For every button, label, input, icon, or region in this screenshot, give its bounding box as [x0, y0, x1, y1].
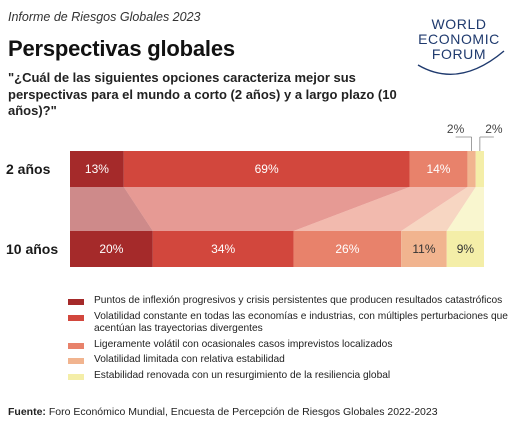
- connector-band-1: [70, 187, 153, 231]
- segment-label: 9%: [457, 242, 475, 256]
- legend-swatch: [68, 358, 84, 364]
- wef-logo: WORLD ECONOMIC FORUM: [404, 15, 514, 77]
- bar-segment: [70, 231, 153, 267]
- source-note: Fuente: Foro Económico Mundial, Encuesta…: [8, 406, 438, 418]
- row-label-1: 2 años: [6, 161, 51, 177]
- bar-segment: [467, 151, 476, 187]
- segment-label: 14%: [426, 162, 450, 176]
- page-title: Perspectivas globales: [8, 36, 235, 61]
- bar-segment: [401, 231, 447, 267]
- connector-band-4: [401, 187, 476, 231]
- logo-word-1: WORLD: [431, 16, 487, 32]
- legend-item: Ligeramente volátil con ocasionales caso…: [68, 339, 513, 352]
- connector-band-2: [123, 187, 410, 231]
- bar-segment: [152, 231, 294, 267]
- report-name: Informe de Riesgos Globales 2023: [8, 10, 201, 24]
- callout-label: 2%: [447, 122, 465, 136]
- source-label: Fuente:: [8, 406, 46, 418]
- row-label-2: 10 años: [6, 241, 58, 257]
- logo-word-2: ECONOMIC: [418, 31, 500, 47]
- logo-word-3: FORUM: [431, 46, 487, 62]
- bar-segment: [70, 151, 124, 187]
- legend-item: Puntos de inflexión progresivos y crisis…: [68, 295, 513, 308]
- segment-label: 11%: [412, 242, 435, 256]
- bar-segment: [293, 231, 402, 267]
- survey-question: "¿Cuál de las siguientes opciones caract…: [8, 70, 397, 118]
- bar-segment: [446, 231, 484, 267]
- legend-item: Volatilidad limitada con relativa estabi…: [68, 354, 513, 367]
- legend-swatch: [68, 373, 84, 380]
- legend-label: Volatilidad limitada con relativa estabi…: [94, 354, 285, 365]
- legend-label: Ligeramente volátil con ocasionales caso…: [94, 338, 393, 350]
- legend-swatch: [68, 299, 84, 305]
- chart-legend: Puntos de inflexión progresivos y crisis…: [68, 295, 513, 385]
- bar-segment: [409, 151, 468, 187]
- legend-item: Estabilidad renovada con un resurgimient…: [68, 370, 513, 383]
- legend-item: Volatilidad constante en todas las econo…: [68, 311, 513, 336]
- connector-band-5: [446, 187, 484, 231]
- bar-segment: [123, 151, 410, 187]
- connector-band-3: [293, 187, 468, 231]
- segment-label: 69%: [255, 162, 279, 176]
- stacked-bar-chart: 2 años 10 años 13% 69% 14% 2% 2% 20% 34% 26% 11% 9%: [6, 122, 503, 267]
- segment-label: 26%: [335, 242, 359, 256]
- bar-segment: [475, 151, 484, 187]
- segment-label: 13%: [85, 162, 109, 176]
- legend-label: Puntos de inflexión progresivos y crisis…: [94, 295, 503, 306]
- segment-label: 34%: [211, 242, 235, 256]
- legend-swatch: [68, 342, 84, 349]
- callout-label: 2%: [485, 122, 503, 136]
- source-text: Foro Económico Mundial, Encuesta de Perc…: [45, 406, 438, 418]
- legend-label: Volatilidad constante en todas las econo…: [94, 310, 508, 335]
- segment-label: 20%: [99, 242, 123, 256]
- legend-label: Estabilidad renovada con un resurgimient…: [94, 369, 391, 381]
- wef-logo-arc: [417, 50, 505, 75]
- legend-swatch: [68, 314, 84, 321]
